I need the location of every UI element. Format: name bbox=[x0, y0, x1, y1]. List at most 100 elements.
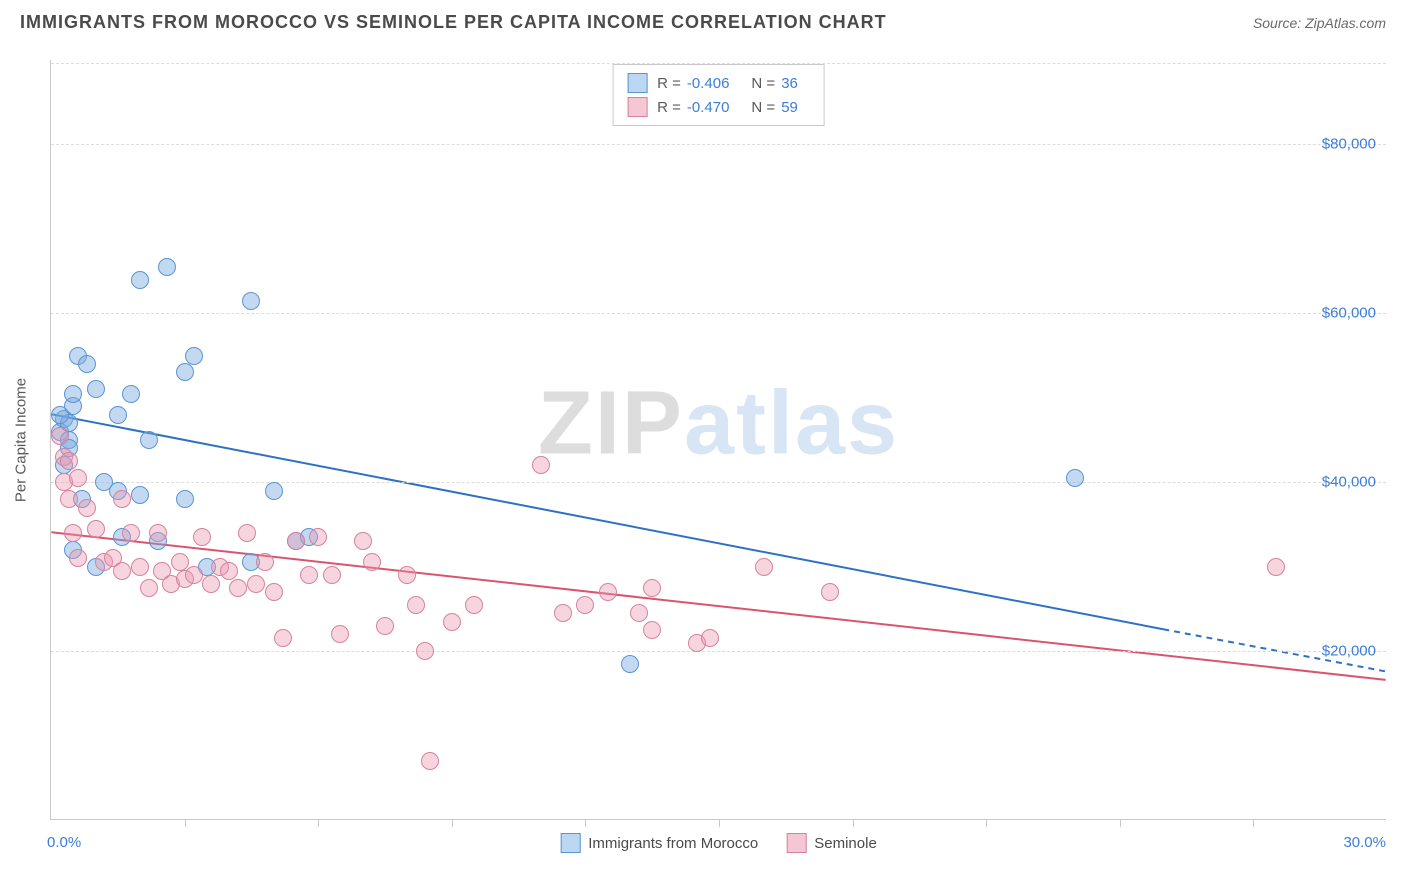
legend-item-morocco: Immigrants from Morocco bbox=[560, 833, 758, 853]
scatter-point-seminole bbox=[532, 456, 550, 474]
gridline bbox=[51, 313, 1386, 314]
r-label: R = bbox=[657, 99, 681, 116]
watermark-part1: ZIP bbox=[538, 374, 684, 474]
scatter-point-seminole bbox=[554, 604, 572, 622]
scatter-point-morocco bbox=[51, 406, 69, 424]
scatter-point-seminole bbox=[443, 613, 461, 631]
scatter-point-seminole bbox=[60, 452, 78, 470]
y-tick-label: $20,000 bbox=[1322, 643, 1376, 660]
x-axis-min-label: 0.0% bbox=[47, 834, 81, 851]
scatter-point-seminole bbox=[354, 532, 372, 550]
scatter-point-morocco bbox=[1066, 469, 1084, 487]
series-legend: Immigrants from Morocco Seminole bbox=[560, 833, 877, 853]
scatter-point-seminole bbox=[193, 528, 211, 546]
y-tick-label: $60,000 bbox=[1322, 305, 1376, 322]
scatter-point-seminole bbox=[755, 558, 773, 576]
swatch-morocco bbox=[627, 73, 647, 93]
legend-item-seminole: Seminole bbox=[786, 833, 877, 853]
scatter-point-seminole bbox=[376, 617, 394, 635]
x-tick bbox=[585, 819, 586, 827]
r-value-seminole: -0.470 bbox=[687, 99, 730, 116]
scatter-point-morocco bbox=[109, 406, 127, 424]
gridline bbox=[51, 482, 1386, 483]
scatter-point-seminole bbox=[122, 524, 140, 542]
scatter-point-morocco bbox=[87, 380, 105, 398]
watermark-part2: atlas bbox=[684, 374, 899, 474]
x-tick bbox=[318, 819, 319, 827]
scatter-point-seminole bbox=[465, 596, 483, 614]
scatter-point-seminole bbox=[300, 566, 318, 584]
n-label: N = bbox=[751, 75, 775, 92]
gridline bbox=[51, 144, 1386, 145]
scatter-point-seminole bbox=[229, 579, 247, 597]
scatter-point-morocco bbox=[621, 655, 639, 673]
scatter-point-morocco bbox=[176, 363, 194, 381]
scatter-point-seminole bbox=[238, 524, 256, 542]
r-value-morocco: -0.406 bbox=[687, 75, 730, 92]
swatch-seminole bbox=[627, 97, 647, 117]
x-axis-max-label: 30.0% bbox=[1343, 834, 1386, 851]
header: IMMIGRANTS FROM MOROCCO VS SEMINOLE PER … bbox=[0, 0, 1406, 37]
scatter-point-seminole bbox=[202, 575, 220, 593]
scatter-point-seminole bbox=[576, 596, 594, 614]
scatter-point-seminole bbox=[220, 562, 238, 580]
scatter-point-seminole bbox=[256, 553, 274, 571]
scatter-point-seminole bbox=[287, 532, 305, 550]
scatter-point-morocco bbox=[176, 490, 194, 508]
swatch-seminole bbox=[786, 833, 806, 853]
source-name: ZipAtlas.com bbox=[1305, 15, 1386, 31]
x-tick bbox=[719, 819, 720, 827]
scatter-point-seminole bbox=[247, 575, 265, 593]
scatter-point-seminole bbox=[131, 558, 149, 576]
n-value-morocco: 36 bbox=[781, 75, 798, 92]
correlation-row-morocco: R = -0.406 N = 36 bbox=[627, 71, 810, 95]
gridline bbox=[51, 651, 1386, 652]
scatter-point-seminole bbox=[113, 562, 131, 580]
y-tick-label: $80,000 bbox=[1322, 136, 1376, 153]
scatter-point-morocco bbox=[185, 347, 203, 365]
scatter-point-seminole bbox=[69, 549, 87, 567]
scatter-point-seminole bbox=[265, 583, 283, 601]
scatter-point-morocco bbox=[131, 486, 149, 504]
source-prefix: Source: bbox=[1253, 15, 1305, 31]
scatter-point-seminole bbox=[421, 752, 439, 770]
chart-title: IMMIGRANTS FROM MOROCCO VS SEMINOLE PER … bbox=[20, 12, 887, 33]
gridline bbox=[51, 63, 1386, 64]
scatter-point-seminole bbox=[87, 520, 105, 538]
scatter-point-morocco bbox=[242, 292, 260, 310]
n-value-seminole: 59 bbox=[781, 99, 798, 116]
scatter-point-seminole bbox=[60, 490, 78, 508]
scatter-point-morocco bbox=[158, 258, 176, 276]
legend-label-seminole: Seminole bbox=[814, 835, 877, 852]
y-tick-label: $40,000 bbox=[1322, 474, 1376, 491]
scatter-point-seminole bbox=[113, 490, 131, 508]
x-tick bbox=[1253, 819, 1254, 827]
scatter-point-seminole bbox=[407, 596, 425, 614]
scatter-point-seminole bbox=[599, 583, 617, 601]
scatter-point-seminole bbox=[274, 629, 292, 647]
x-tick bbox=[986, 819, 987, 827]
scatter-point-seminole bbox=[1267, 558, 1285, 576]
scatter-point-seminole bbox=[701, 629, 719, 647]
scatter-point-seminole bbox=[363, 553, 381, 571]
scatter-point-seminole bbox=[323, 566, 341, 584]
scatter-point-seminole bbox=[630, 604, 648, 622]
chart-area: Per Capita Income ZIPatlas R = -0.406 N … bbox=[50, 60, 1386, 820]
watermark: ZIPatlas bbox=[538, 373, 899, 476]
n-label: N = bbox=[751, 99, 775, 116]
scatter-point-seminole bbox=[185, 566, 203, 584]
scatter-point-seminole bbox=[398, 566, 416, 584]
correlation-row-seminole: R = -0.470 N = 59 bbox=[627, 95, 810, 119]
scatter-point-seminole bbox=[416, 642, 434, 660]
scatter-point-seminole bbox=[149, 524, 167, 542]
scatter-point-seminole bbox=[78, 499, 96, 517]
scatter-point-morocco bbox=[140, 431, 158, 449]
scatter-point-seminole bbox=[69, 469, 87, 487]
scatter-point-morocco bbox=[265, 482, 283, 500]
r-label: R = bbox=[657, 75, 681, 92]
regression-lines bbox=[51, 60, 1386, 819]
source-attribution: Source: ZipAtlas.com bbox=[1253, 15, 1386, 31]
scatter-point-morocco bbox=[64, 385, 82, 403]
y-axis-label: Per Capita Income bbox=[13, 377, 30, 501]
x-tick bbox=[185, 819, 186, 827]
